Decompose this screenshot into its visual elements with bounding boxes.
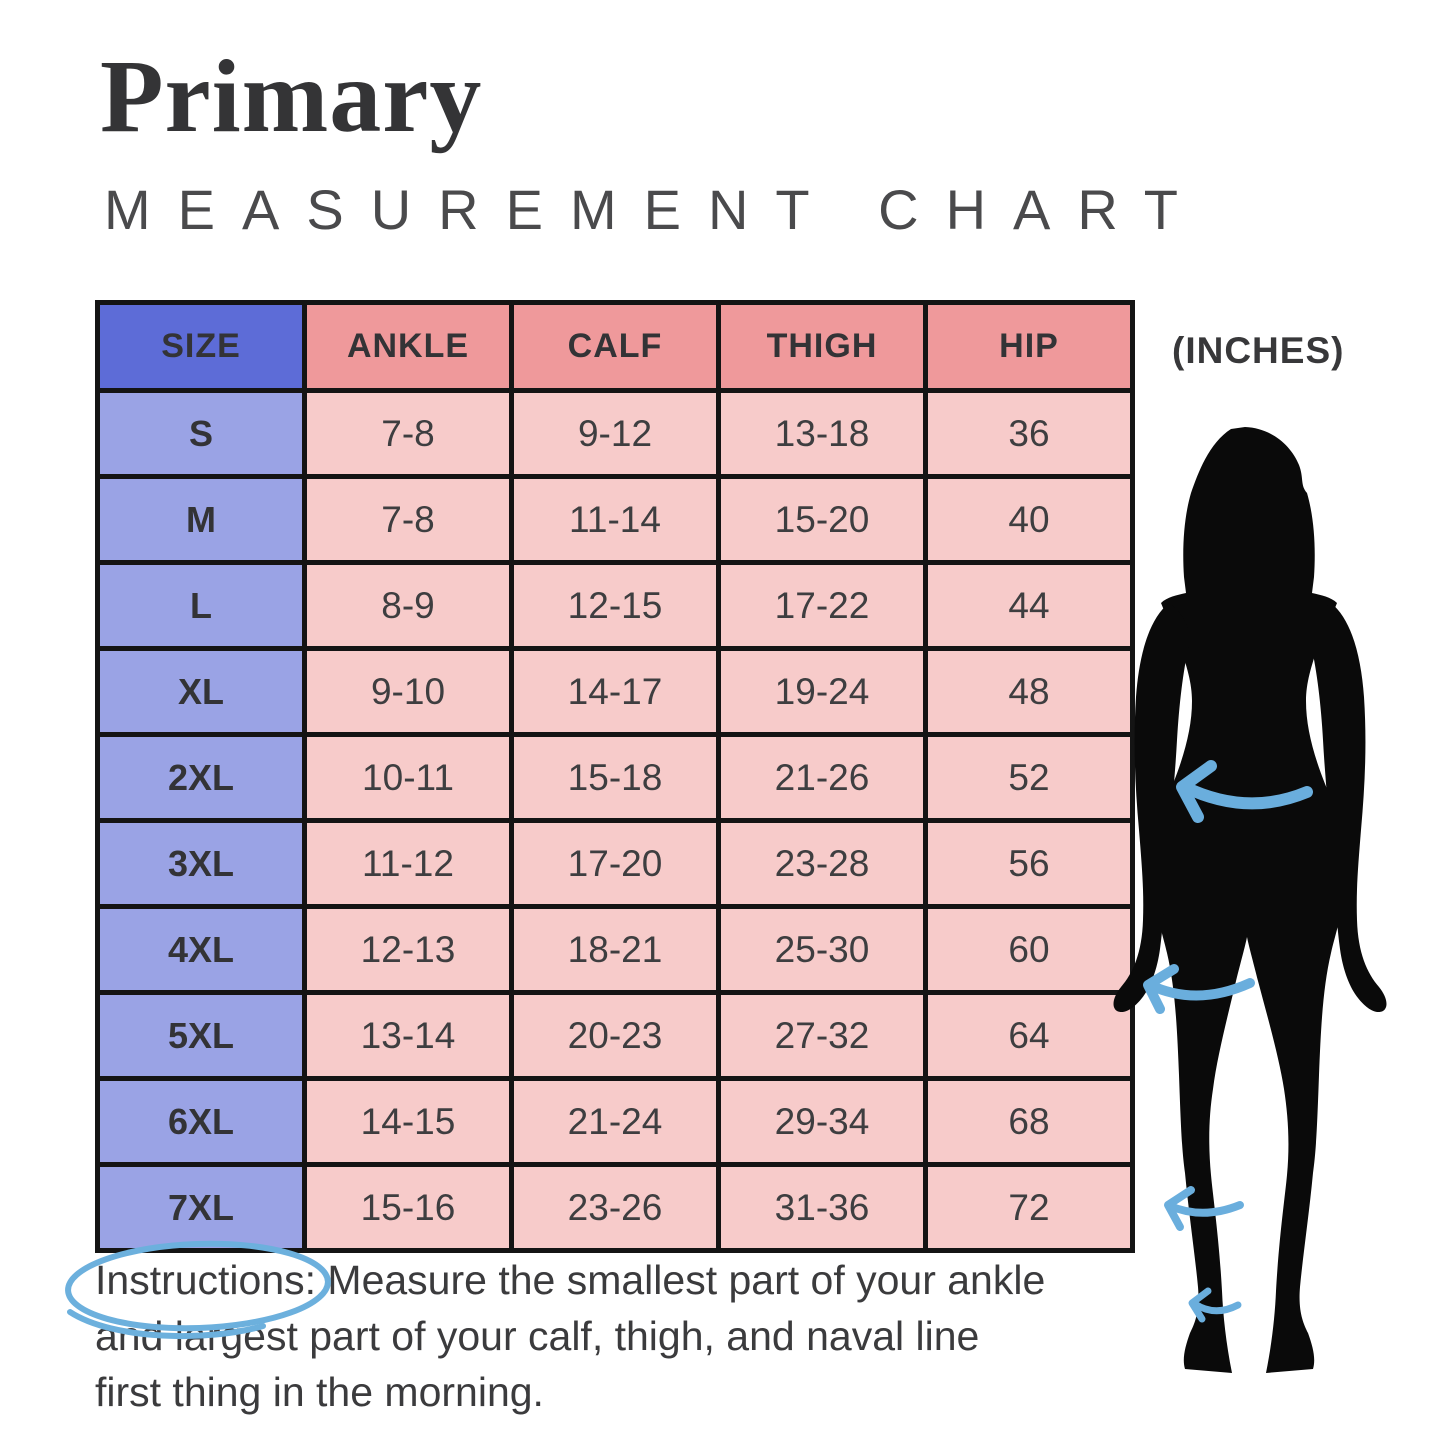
- table-body: S 7-8 9-12 13-18 36 M 7-8 11-14 15-20 40…: [95, 388, 1135, 1253]
- size-cell: 6XL: [95, 1076, 307, 1167]
- table-row: 5XL 13-14 20-23 27-32 64: [95, 990, 1135, 1081]
- hip-cell: 56: [923, 818, 1135, 909]
- table-row: 7XL 15-16 23-26 31-36 72: [95, 1162, 1135, 1253]
- instructions-line: Instructions: Measure the smallest part …: [95, 1257, 1046, 1303]
- thigh-cell: 31-36: [716, 1162, 928, 1253]
- thigh-measure-arrow-icon: [1143, 964, 1255, 1014]
- column-header-size: SIZE: [95, 300, 307, 393]
- table-row: 2XL 10-11 15-18 21-26 52: [95, 732, 1135, 823]
- thigh-cell: 23-28: [716, 818, 928, 909]
- size-cell: 2XL: [95, 732, 307, 823]
- thigh-cell: 15-20: [716, 474, 928, 565]
- hip-cell: 48: [923, 646, 1135, 737]
- size-cell: S: [95, 388, 307, 479]
- calf-cell: 12-15: [509, 560, 721, 651]
- measurement-table: SIZE ANKLE CALF THIGH HIP S 7-8 9-12 13-…: [95, 300, 1135, 1253]
- page-title: Primary: [100, 39, 483, 154]
- thigh-cell: 17-22: [716, 560, 928, 651]
- table-row: 6XL 14-15 21-24 29-34 68: [95, 1076, 1135, 1167]
- calf-cell: 17-20: [509, 818, 721, 909]
- ankle-cell: 12-13: [302, 904, 514, 995]
- thigh-cell: 25-30: [716, 904, 928, 995]
- thigh-cell: 19-24: [716, 646, 928, 737]
- calf-cell: 21-24: [509, 1076, 721, 1167]
- table-row: M 7-8 11-14 15-20 40: [95, 474, 1135, 565]
- size-cell: M: [95, 474, 307, 565]
- hip-cell: 64: [923, 990, 1135, 1081]
- column-header-calf: CALF: [509, 300, 721, 393]
- thigh-cell: 13-18: [716, 388, 928, 479]
- size-cell: L: [95, 560, 307, 651]
- table-row: 4XL 12-13 18-21 25-30 60: [95, 904, 1135, 995]
- hip-cell: 44: [923, 560, 1135, 651]
- ankle-cell: 13-14: [302, 990, 514, 1081]
- instructions-text: Instructions: Measure the smallest part …: [95, 1252, 1045, 1420]
- ankle-cell: 9-10: [302, 646, 514, 737]
- calf-cell: 20-23: [509, 990, 721, 1081]
- ankle-cell: 8-9: [302, 560, 514, 651]
- table-row: L 8-9 12-15 17-22 44: [95, 560, 1135, 651]
- ankle-cell: 14-15: [302, 1076, 514, 1167]
- size-cell: 4XL: [95, 904, 307, 995]
- hip-cell: 36: [923, 388, 1135, 479]
- hip-cell: 60: [923, 904, 1135, 995]
- calf-cell: 23-26: [509, 1162, 721, 1253]
- hip-cell: 68: [923, 1076, 1135, 1167]
- units-label: (INCHES): [1172, 330, 1345, 371]
- silhouette-left-arm: [1113, 603, 1190, 1013]
- size-cell: 7XL: [95, 1162, 307, 1253]
- ankle-cell: 7-8: [302, 474, 514, 565]
- calf-measure-arrow-icon: [1164, 1186, 1244, 1231]
- ankle-cell: 7-8: [302, 388, 514, 479]
- calf-cell: 9-12: [509, 388, 721, 479]
- table-row: 3XL 11-12 17-20 23-28 56: [95, 818, 1135, 909]
- ankle-measure-arrow-icon: [1188, 1287, 1242, 1323]
- calf-cell: 15-18: [509, 732, 721, 823]
- instructions-line: and largest part of your calf, thigh, an…: [95, 1313, 980, 1359]
- hip-measure-arrow-icon: [1176, 760, 1313, 823]
- ankle-cell: 10-11: [302, 732, 514, 823]
- woman-silhouette-graphic: [1113, 427, 1387, 1373]
- silhouette-right-arm: [1310, 603, 1387, 1013]
- hip-cell: 72: [923, 1162, 1135, 1253]
- column-header-hip: HIP: [923, 300, 1135, 393]
- size-cell: XL: [95, 646, 307, 737]
- instructions-line: first thing in the morning.: [95, 1369, 544, 1415]
- ankle-cell: 15-16: [302, 1162, 514, 1253]
- size-cell: 5XL: [95, 990, 307, 1081]
- column-header-thigh: THIGH: [716, 300, 928, 393]
- column-header-ankle: ANKLE: [302, 300, 514, 393]
- thigh-cell: 21-26: [716, 732, 928, 823]
- silhouette-body: [1152, 427, 1346, 1373]
- calf-cell: 11-14: [509, 474, 721, 565]
- thigh-cell: 29-34: [716, 1076, 928, 1167]
- table-row: S 7-8 9-12 13-18 36: [95, 388, 1135, 479]
- ankle-cell: 11-12: [302, 818, 514, 909]
- header-row: SIZE ANKLE CALF THIGH HIP: [95, 300, 1135, 393]
- table-row: XL 9-10 14-17 19-24 48: [95, 646, 1135, 737]
- calf-cell: 18-21: [509, 904, 721, 995]
- hip-cell: 40: [923, 474, 1135, 565]
- thigh-cell: 27-32: [716, 990, 928, 1081]
- size-cell: 3XL: [95, 818, 307, 909]
- table-header: SIZE ANKLE CALF THIGH HIP: [95, 300, 1135, 393]
- page-subtitle: MEASUREMENT CHART: [104, 178, 1206, 241]
- hip-cell: 52: [923, 732, 1135, 823]
- calf-cell: 14-17: [509, 646, 721, 737]
